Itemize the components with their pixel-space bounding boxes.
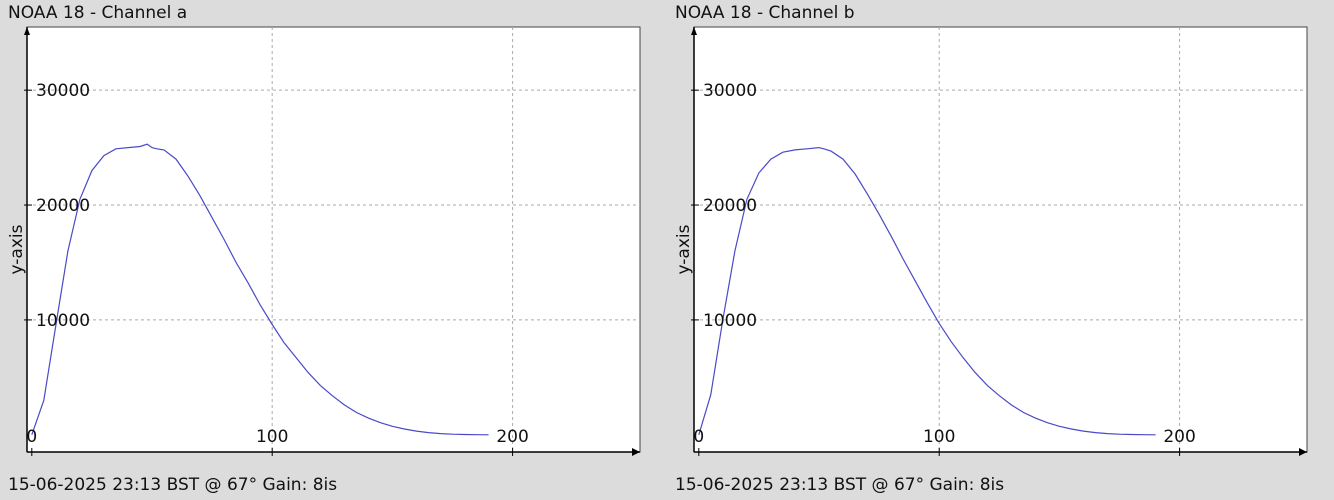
x-tick-label: 0 — [26, 427, 37, 447]
chart-footer-status: 15-06-2025 23:13 BST @ 67° Gain: 8is — [675, 475, 1005, 495]
chart-panel-channel-a: NOAA 18 - Channel a 0 100 200 10000 20000 300… — [0, 0, 650, 500]
y-tick-label: 30000 — [703, 81, 757, 101]
y-tick-label: 10000 — [36, 311, 90, 331]
chart-plot-channel-b: 0 100 200 10000 20000 30000 y-axis — [674, 26, 1308, 456]
chart-title: NOAA 18 - Channel b — [675, 3, 855, 23]
chart-panel-channel-b: NOAA 18 - Channel b 0 100 200 10000 20000 300… — [667, 0, 1317, 500]
y-axis-arrow — [24, 27, 30, 35]
chart-plot-channel-a: 0 100 200 10000 20000 30000 y-axis — [7, 26, 641, 456]
chart-title: NOAA 18 - Channel a — [8, 3, 188, 23]
x-tick-label: 0 — [693, 427, 704, 447]
plot-area — [26, 26, 641, 453]
series-line — [698, 146, 1156, 436]
y-axis-label: y-axis — [674, 224, 694, 274]
series-line — [31, 143, 489, 436]
y-axis-arrow — [691, 27, 697, 35]
x-tick-label: 200 — [496, 427, 528, 447]
x-axis-arrow — [1299, 448, 1307, 456]
x-tick-label: 100 — [256, 427, 288, 447]
x-axis-arrow — [632, 448, 640, 456]
y-tick-label: 20000 — [36, 196, 90, 216]
chart-footer-status: 15-06-2025 23:13 BST @ 67° Gain: 8is — [8, 475, 338, 495]
y-tick-label: 30000 — [36, 81, 90, 101]
y-tick-label: 20000 — [703, 196, 757, 216]
plot-area — [693, 26, 1308, 453]
y-tick-label: 10000 — [703, 311, 757, 331]
x-tick-label: 200 — [1163, 427, 1195, 447]
x-tick-label: 100 — [923, 427, 955, 447]
y-axis-label: y-axis — [7, 224, 27, 274]
